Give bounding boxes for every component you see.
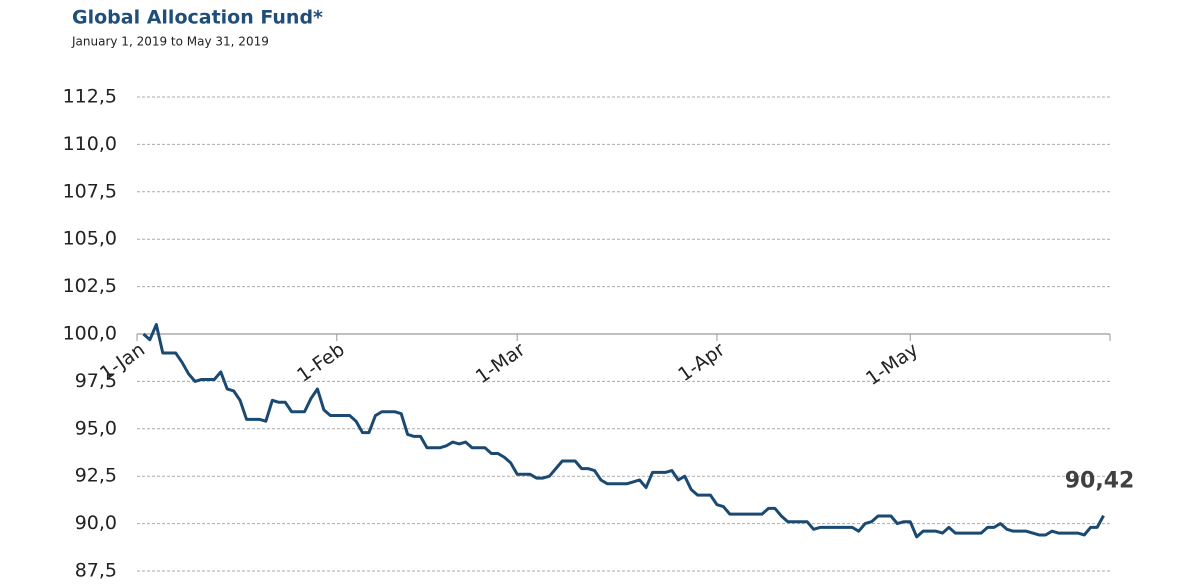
y-tick-label: 92,5 <box>75 465 117 487</box>
y-tick-label: 95,0 <box>75 417 117 439</box>
y-tick-label: 87,5 <box>75 560 117 582</box>
y-tick-label: 97,5 <box>75 370 117 392</box>
y-tick-label: 105,0 <box>63 228 117 250</box>
chart-title: Global Allocation Fund* <box>72 7 323 29</box>
y-tick-label: 110,0 <box>63 133 117 155</box>
x-tick-label: 1-Feb <box>293 339 349 387</box>
chart-subtitle: January 1, 2019 to May 31, 2019 <box>71 35 269 49</box>
x-tick-label: 1-Apr <box>674 338 729 386</box>
y-tick-label: 112,5 <box>63 86 117 108</box>
y-tick-label: 90,0 <box>75 512 117 534</box>
y-tick-label: 100,0 <box>63 323 117 345</box>
y-tick-label: 107,5 <box>63 180 117 202</box>
x-tick-label: 1-Jan <box>96 339 149 385</box>
x-tick-label: 1-Mar <box>472 338 530 388</box>
y-tick-label: 102,5 <box>63 275 117 297</box>
end-value-label: 90,42 <box>1065 469 1135 494</box>
x-tick-label: 1-May <box>862 339 922 390</box>
data-line <box>142 323 1105 539</box>
